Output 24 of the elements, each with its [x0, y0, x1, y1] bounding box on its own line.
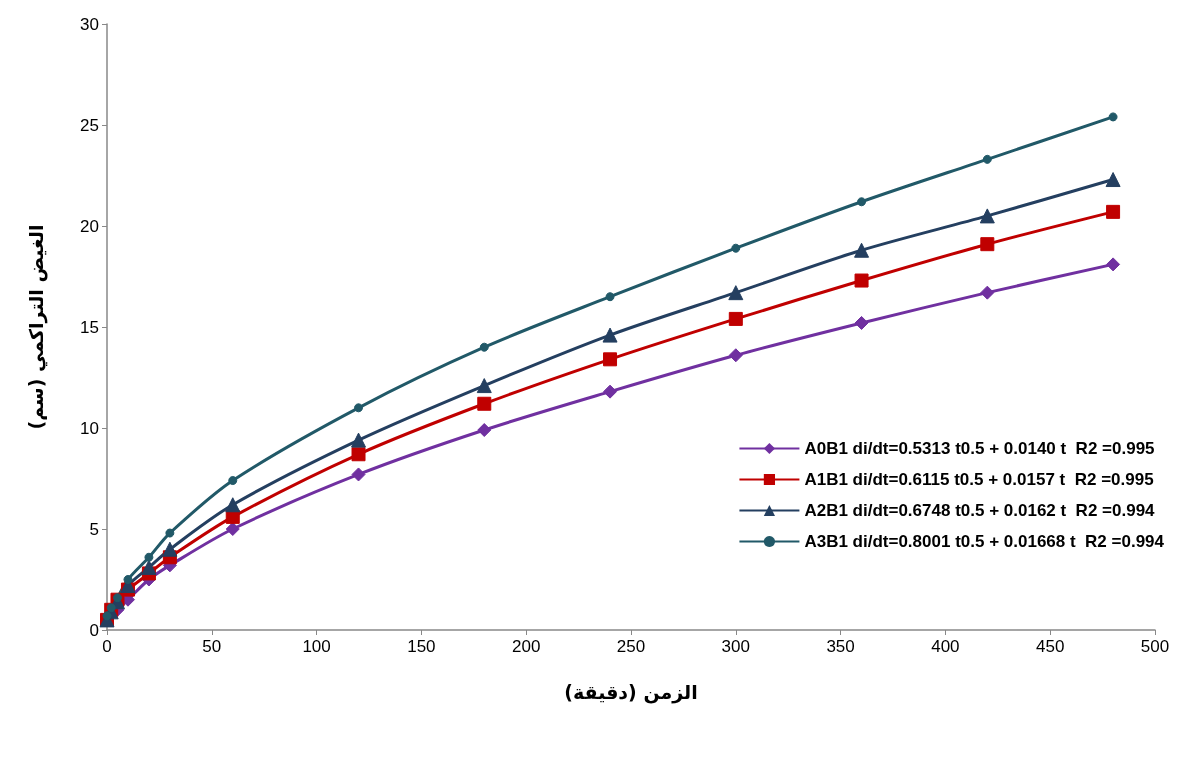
legend-label: A0B1 di/dt=0.5313 t0.5 + 0.0140 t R2 =0.995 — [804, 439, 1155, 458]
y-tick-label: 10 — [80, 418, 99, 438]
x-tick-label: 250 — [616, 637, 646, 656]
y-axis-title: الغيض التراكمي (سم) — [24, 224, 48, 430]
x-tick-label: 150 — [407, 637, 436, 656]
legend-label: A3B1 di/dt=0.8001 t0.5 + 0.01668 t R2 =0.994 — [804, 532, 1165, 551]
x-tick-label: 450 — [1036, 637, 1065, 656]
y-tick-label: 5 — [89, 519, 99, 539]
x-tick-label: 350 — [826, 637, 855, 656]
x-tick-label: 200 — [512, 637, 541, 656]
x-axis-title: الزمن (دقيقة) — [564, 680, 698, 704]
legend-label: A1B1 di/dt=0.6115 t0.5 + 0.0157 t R2 =0.995 — [804, 470, 1154, 489]
x-tick-label: 400 — [931, 637, 960, 656]
y-tick-label: 30 — [80, 14, 99, 34]
y-tick-label: 20 — [80, 216, 99, 236]
x-tick-label: 0 — [102, 637, 112, 656]
y-tick-label: 25 — [80, 115, 99, 135]
x-tick-label: 300 — [721, 637, 750, 656]
x-tick-label: 100 — [302, 637, 331, 656]
x-tick-label: 50 — [202, 637, 222, 656]
y-tick-label: 15 — [80, 317, 99, 337]
legend-label: A2B1 di/dt=0.6748 t0.5 + 0.0162 t R2 =0.994 — [804, 501, 1156, 520]
y-tick-label: 0 — [89, 620, 99, 640]
x-tick-label: 500 — [1140, 637, 1170, 656]
